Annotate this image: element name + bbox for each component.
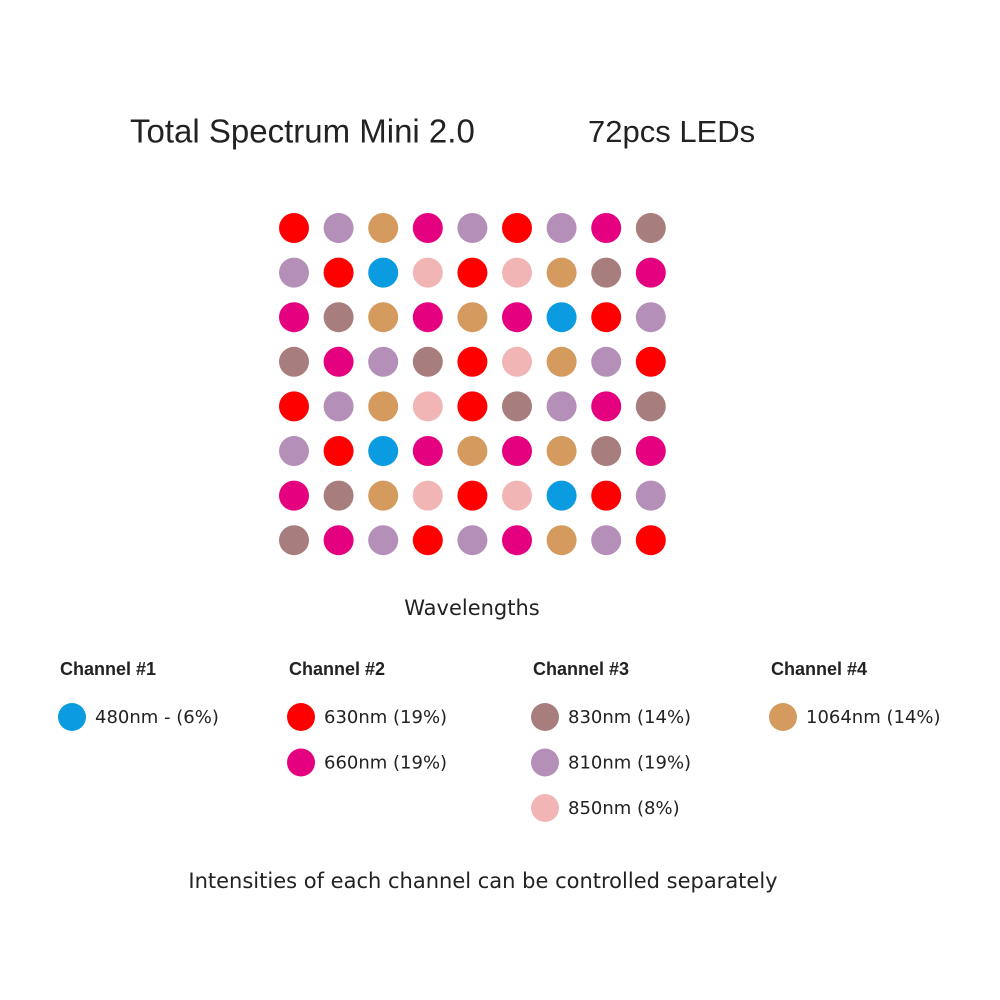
legend-dot	[287, 748, 315, 777]
led	[323, 257, 354, 288]
legend-dot	[58, 703, 86, 731]
led	[412, 391, 443, 422]
legend-label: 660nm (19%)	[324, 753, 447, 774]
led	[502, 480, 532, 511]
legend-label: 850nm (8%)	[568, 798, 680, 819]
led	[323, 525, 354, 556]
led	[546, 213, 577, 243]
led	[368, 391, 399, 422]
led	[368, 346, 399, 377]
led	[546, 302, 577, 333]
led	[323, 391, 354, 422]
led	[279, 213, 309, 243]
led	[591, 480, 622, 511]
led	[323, 346, 354, 377]
legend-label: 810nm (19%)	[568, 753, 691, 774]
led	[412, 346, 443, 377]
led	[457, 346, 488, 377]
legend-label: 1064nm (14%)	[806, 707, 941, 728]
legend-dot	[531, 703, 559, 731]
led	[591, 213, 622, 243]
led	[368, 436, 399, 466]
led	[591, 257, 622, 288]
legend-dot	[769, 703, 797, 731]
led	[457, 436, 488, 466]
title: Total Spectrum Mini 2.0	[130, 113, 475, 150]
led	[502, 525, 532, 556]
led	[635, 525, 666, 556]
led	[279, 525, 309, 556]
led	[412, 257, 443, 288]
legend-label: 630nm (19%)	[324, 707, 447, 728]
led	[279, 257, 309, 288]
led	[457, 213, 488, 243]
led	[635, 391, 666, 422]
channel-name: Channel #4	[771, 659, 867, 679]
led	[457, 257, 488, 288]
legend-label: 480nm - (6%)	[95, 707, 219, 728]
led	[546, 257, 577, 288]
led	[323, 213, 354, 243]
channel-name: Channel #3	[533, 659, 629, 679]
led	[502, 302, 532, 333]
led	[279, 346, 309, 377]
channel-name: Channel #1	[60, 659, 156, 679]
led	[457, 302, 488, 333]
led	[368, 213, 399, 243]
legend-label: 830nm (14%)	[568, 707, 691, 728]
channel-name: Channel #2	[289, 659, 385, 679]
led	[323, 302, 354, 333]
led	[591, 302, 622, 333]
led	[546, 436, 577, 466]
led	[412, 213, 443, 243]
led	[412, 525, 443, 556]
legend-dot	[531, 748, 559, 777]
led	[279, 480, 309, 511]
led	[323, 436, 354, 466]
led	[635, 302, 666, 333]
led	[635, 436, 666, 466]
led	[412, 480, 443, 511]
led	[502, 391, 532, 422]
led	[368, 302, 399, 333]
led	[279, 391, 309, 422]
led	[412, 436, 443, 466]
led	[546, 391, 577, 422]
led	[635, 213, 666, 243]
led	[635, 346, 666, 377]
led	[546, 480, 577, 511]
led	[591, 346, 622, 377]
led	[502, 257, 532, 288]
led	[591, 391, 622, 422]
led	[591, 436, 622, 466]
led	[546, 525, 577, 556]
led	[368, 525, 399, 556]
led	[279, 436, 309, 466]
led	[502, 213, 532, 243]
legend-dot	[287, 703, 315, 731]
led	[368, 257, 399, 288]
led	[635, 480, 666, 511]
led	[368, 480, 399, 511]
led	[635, 257, 666, 288]
led	[457, 391, 488, 422]
led	[502, 346, 532, 377]
led	[546, 346, 577, 377]
subtitle: 72pcs LEDs	[588, 114, 755, 149]
footer-note: Intensities of each channel can be contr…	[188, 869, 777, 893]
legend-title: Wavelengths	[404, 596, 540, 620]
led	[279, 302, 309, 333]
led	[457, 480, 488, 511]
led	[502, 436, 532, 466]
legend-dot	[531, 794, 559, 822]
led	[591, 525, 622, 556]
led	[323, 480, 354, 511]
led	[457, 525, 488, 556]
led	[412, 302, 443, 333]
